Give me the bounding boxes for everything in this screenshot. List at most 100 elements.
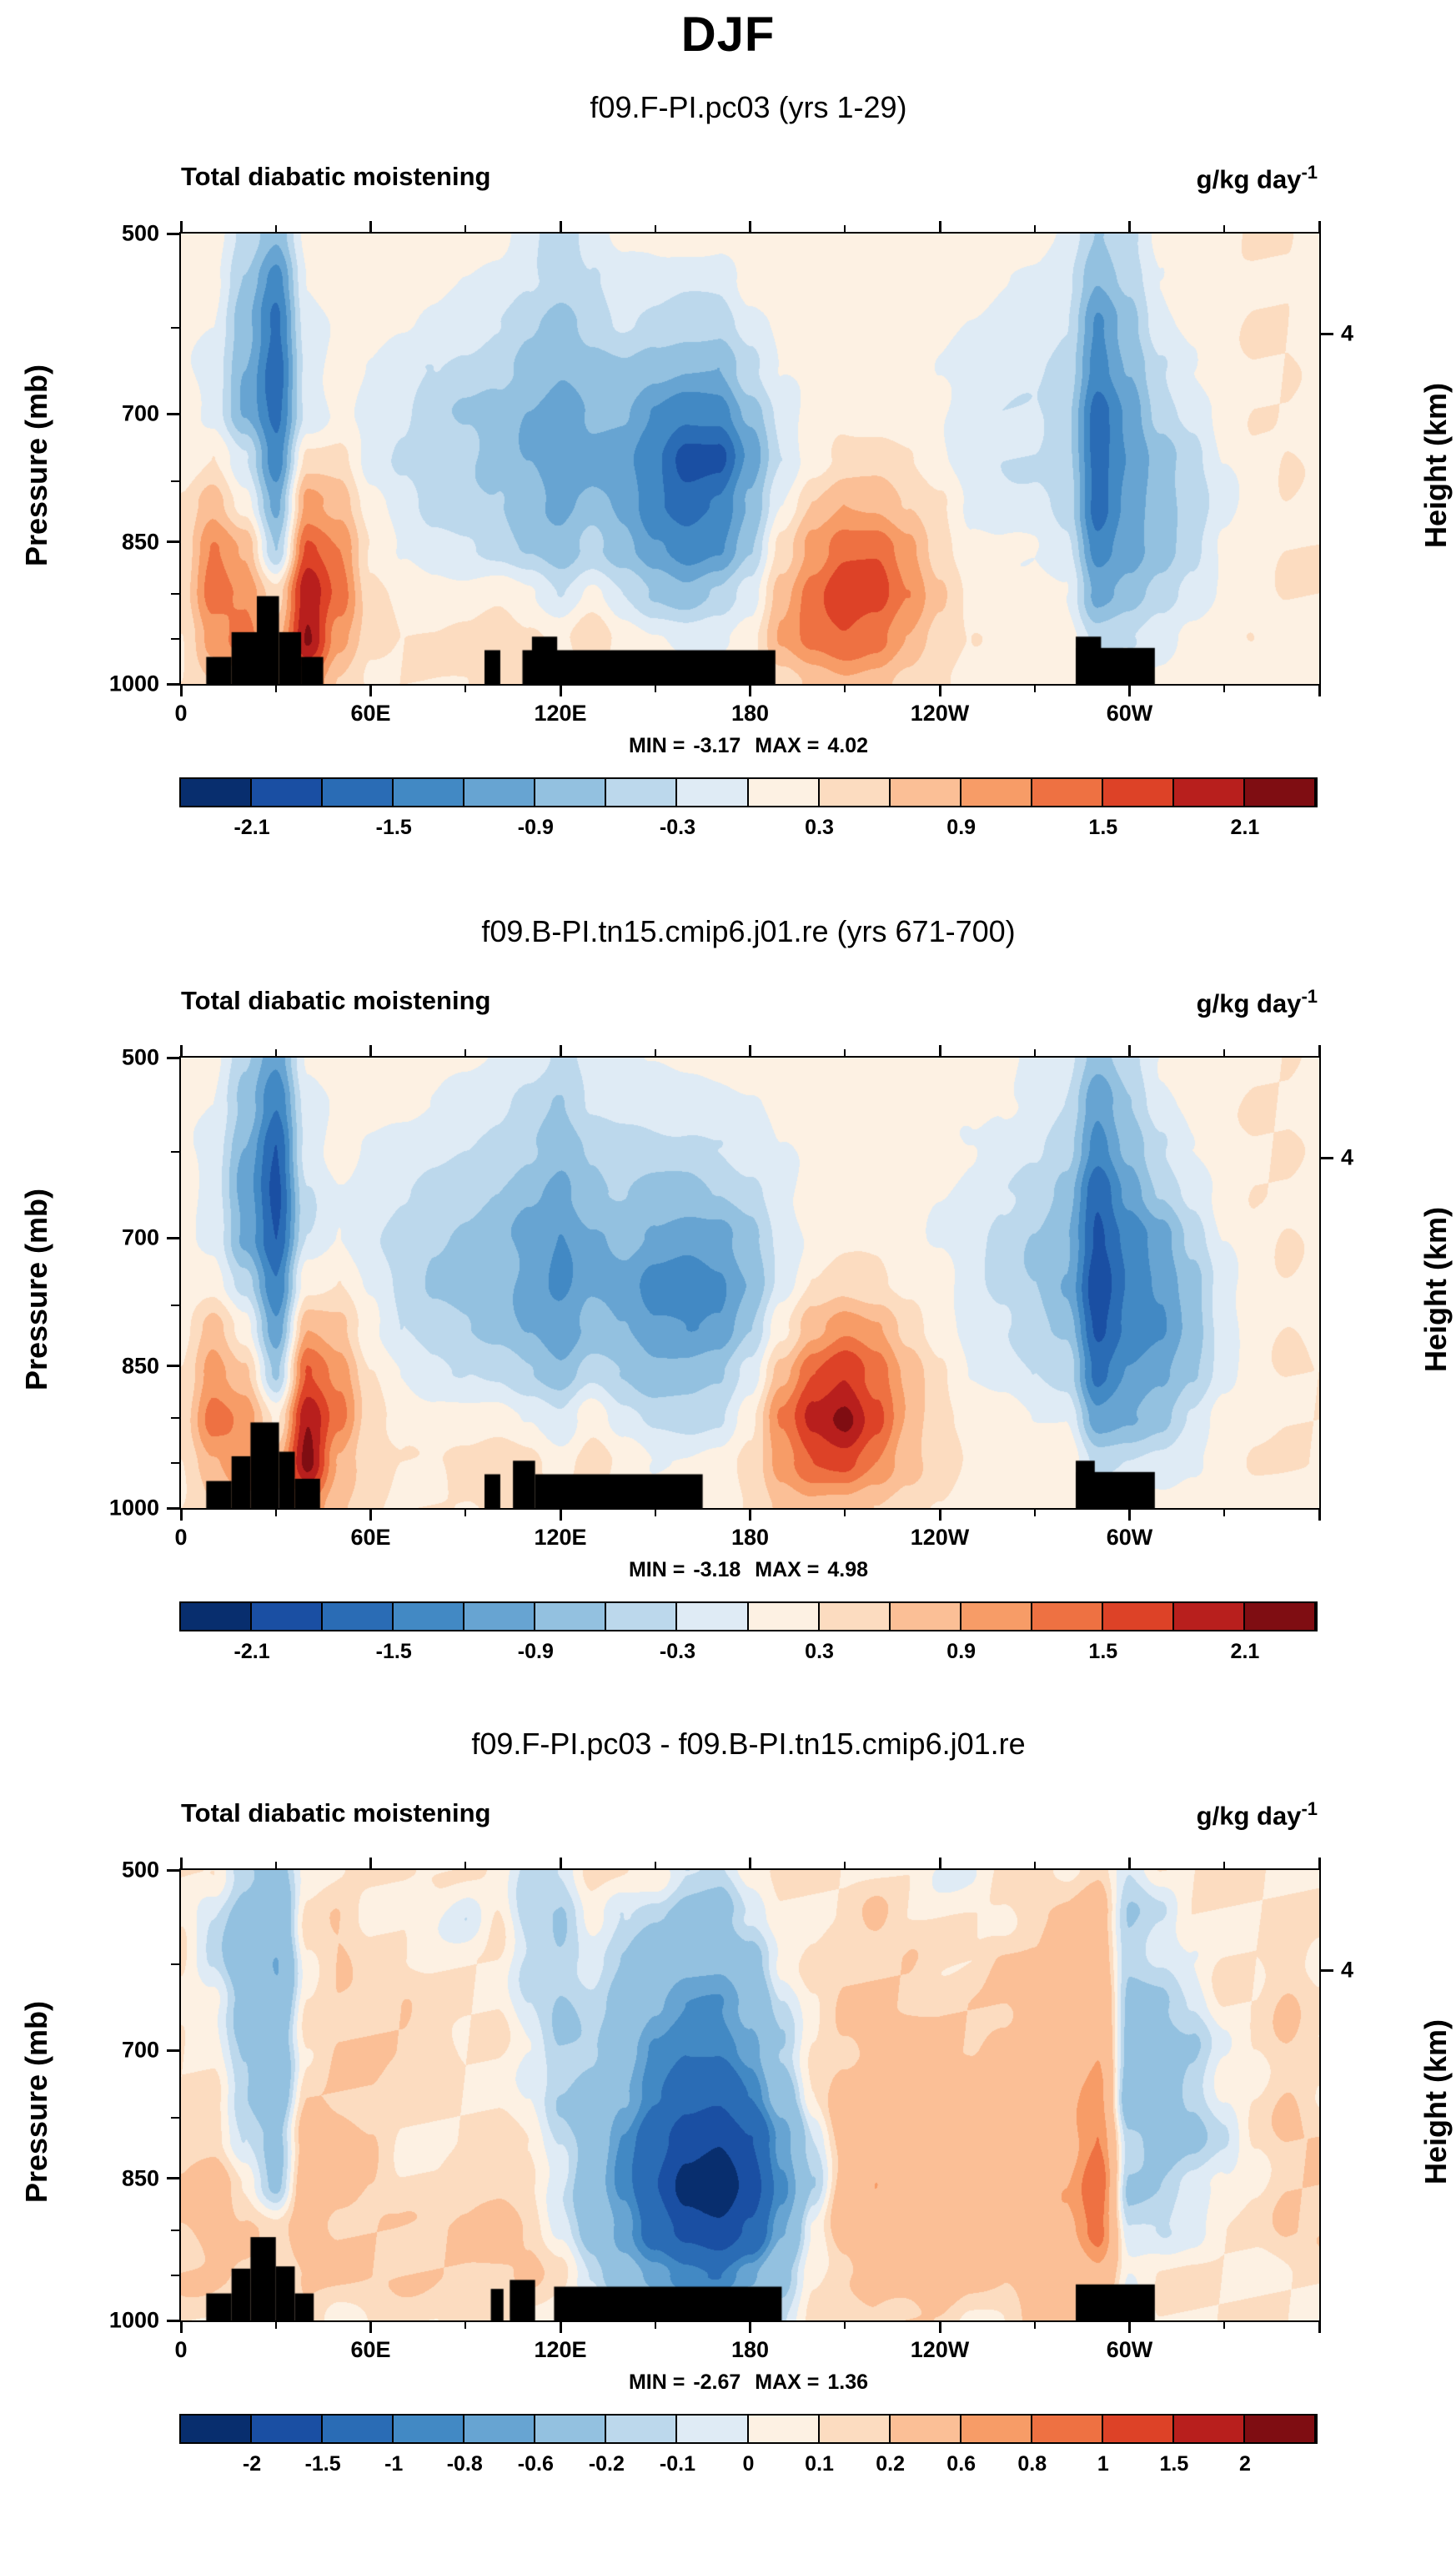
x-tick-label: 120E bbox=[534, 701, 587, 726]
y-right-tick bbox=[1321, 1156, 1333, 1159]
y-minor-tick bbox=[171, 638, 179, 640]
x-major-tick bbox=[179, 686, 183, 696]
x-minor-tick bbox=[1223, 686, 1226, 692]
colorbar-segment bbox=[535, 1603, 607, 1630]
plot-frame: 0 60E 120E 180 120W 60W 500 700 850 1000 4 bbox=[109, 221, 1353, 726]
colorbar-segment bbox=[819, 2416, 891, 2442]
units-label: g/kg day-1 bbox=[179, 162, 1318, 194]
max-value: 4.98 bbox=[827, 1558, 869, 1581]
colorbar-segment bbox=[748, 1603, 820, 1630]
x-major-tick bbox=[369, 686, 372, 696]
x-major-tick bbox=[749, 1858, 751, 1868]
x-tick-label: 120W bbox=[910, 2337, 970, 2362]
colorbar-tick-label: -1.5 bbox=[375, 816, 412, 839]
y-right-tick bbox=[1321, 1968, 1333, 1972]
colorbar-segment bbox=[961, 2416, 1032, 2442]
colorbar: -2 -1.5 -1 -0.8 -0.6 -0.2 -0.1 0 0.1 0.2 0.6 0.8 1 1.… bbox=[179, 2414, 1318, 2476]
x-major-tick bbox=[1318, 1858, 1321, 1868]
colorbar-tick-label: 0.9 bbox=[946, 816, 977, 839]
pressure-tick-label: 850 bbox=[121, 529, 159, 555]
colorbar-tick-label: 0.2 bbox=[876, 2452, 906, 2476]
pressure-tick-label: 700 bbox=[121, 400, 159, 426]
min-label: MIN = bbox=[628, 1558, 685, 1581]
y-minor-tick bbox=[171, 1151, 179, 1154]
contour-field-canvas bbox=[181, 1870, 1319, 2320]
x-minor-tick bbox=[274, 1049, 277, 1056]
colorbar-tick-label: 2 bbox=[1238, 2452, 1251, 2476]
x-major-tick bbox=[1318, 1510, 1321, 1521]
y-minor-tick bbox=[171, 1462, 179, 1464]
colorbar-segment bbox=[1244, 1603, 1316, 1630]
colorbar-segment bbox=[606, 779, 678, 806]
colorbar-segment bbox=[890, 779, 961, 806]
colorbar-segment bbox=[1173, 2416, 1245, 2442]
y-major-tick bbox=[167, 1365, 179, 1368]
panel-1: f09.F-PI.pc03 (yrs 1-29) Total diabatic … bbox=[0, 90, 1456, 933]
colorbar-tick-label: -2.1 bbox=[233, 1640, 270, 1663]
x-major-tick bbox=[179, 1858, 183, 1868]
colorbar-segment bbox=[819, 1603, 891, 1630]
colorbar-segment bbox=[677, 779, 749, 806]
units-text: g/kg day bbox=[1196, 164, 1302, 194]
x-major-tick bbox=[179, 221, 183, 232]
y-major-tick bbox=[167, 2049, 179, 2052]
contour-field-canvas bbox=[181, 234, 1319, 684]
x-tick-label: 120E bbox=[534, 2337, 587, 2362]
x-major-tick bbox=[559, 686, 562, 696]
x-major-tick bbox=[1128, 1045, 1131, 1056]
colorbar-tick-label: 0 bbox=[742, 2452, 755, 2476]
colorbar-tick-label: -0.6 bbox=[517, 2452, 554, 2476]
colorbar-segment bbox=[890, 2416, 961, 2442]
plot-frame: 0 60E 120E 180 120W 60W 500 700 850 1000 4 bbox=[109, 1858, 1353, 2363]
x-minor-tick bbox=[1033, 1862, 1036, 1868]
pressure-tick-label: 1000 bbox=[108, 671, 159, 696]
height-tick-label: 4 bbox=[1341, 1957, 1354, 1983]
height-axis-title: Height (km) bbox=[1418, 1207, 1453, 1372]
colorbar-tick-label: -0.9 bbox=[517, 1640, 554, 1663]
colorbar-segment bbox=[819, 779, 891, 806]
x-minor-tick bbox=[1223, 2322, 1226, 2329]
x-minor-tick bbox=[1223, 225, 1226, 232]
colorbar-segment bbox=[677, 2416, 749, 2442]
colorbar-segment bbox=[394, 2416, 465, 2442]
y-major-tick bbox=[167, 1868, 179, 1872]
colorbar-segment bbox=[606, 1603, 678, 1630]
x-minor-tick bbox=[274, 225, 277, 232]
y-major-tick bbox=[167, 682, 179, 686]
y-minor-tick bbox=[171, 480, 179, 482]
colorbar-segment bbox=[394, 1603, 465, 1630]
pressure-tick-label: 700 bbox=[121, 2037, 159, 2063]
x-major-tick bbox=[938, 1045, 941, 1056]
x-tick-label: 180 bbox=[731, 2337, 770, 2362]
x-tick-label: 180 bbox=[731, 1525, 770, 1550]
x-minor-tick bbox=[464, 1049, 467, 1056]
x-major-tick bbox=[559, 221, 562, 232]
colorbar-segment bbox=[181, 2416, 253, 2442]
colorbar-tick-label: -2 bbox=[242, 2452, 262, 2476]
colorbar-segment bbox=[535, 779, 607, 806]
colorbar-tick-label: 0.6 bbox=[946, 2452, 977, 2476]
colorbar-tick-label: 0.8 bbox=[1017, 2452, 1047, 2476]
colorbar-segment bbox=[323, 1603, 394, 1630]
colorbar-tick-label: 1 bbox=[1097, 2452, 1109, 2476]
x-major-tick bbox=[1318, 221, 1321, 232]
colorbar-segment bbox=[606, 2416, 678, 2442]
pressure-tick-label: 500 bbox=[121, 220, 159, 246]
colorbar-segment bbox=[748, 779, 820, 806]
units-exponent: -1 bbox=[1301, 1798, 1318, 1819]
panel-subtitle: f09.F-PI.pc03 - f09.B-PI.tn15.cmip6.j01.… bbox=[471, 1727, 1026, 1761]
x-major-tick bbox=[938, 2322, 941, 2333]
x-minor-tick bbox=[654, 686, 656, 692]
height-axis-title: Height (km) bbox=[1418, 383, 1453, 548]
x-minor-tick bbox=[274, 1510, 277, 1516]
x-minor-tick bbox=[464, 2322, 467, 2329]
colorbar-segment bbox=[1102, 1603, 1174, 1630]
y-major-tick bbox=[167, 540, 179, 544]
x-minor-tick bbox=[1223, 1862, 1226, 1868]
x-tick-label: 60W bbox=[1106, 2337, 1153, 2362]
y-minor-tick bbox=[171, 2275, 179, 2276]
x-major-tick bbox=[1318, 1045, 1321, 1056]
colorbar-tick-label: 0.1 bbox=[805, 2452, 834, 2476]
x-major-tick bbox=[179, 1510, 183, 1521]
colorbar-tick-label: -2.1 bbox=[233, 816, 270, 839]
